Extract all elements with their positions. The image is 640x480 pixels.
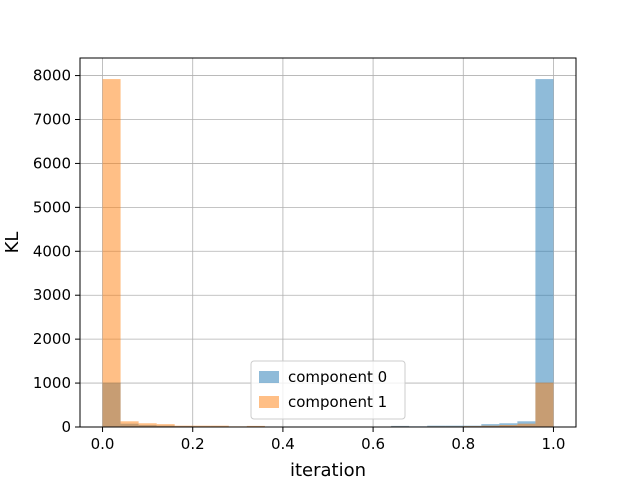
histogram-bars	[102, 79, 554, 427]
histogram-bar-series-1	[481, 425, 500, 427]
x-tick-label: 0.4	[271, 435, 295, 453]
histogram-bar-series-0	[535, 79, 554, 427]
histogram-bar-series-1	[499, 425, 518, 427]
legend-label: component 0	[288, 368, 387, 386]
y-tick-label: 8000	[33, 67, 71, 85]
histogram-bar-series-1	[517, 423, 536, 427]
legend-swatch	[259, 396, 279, 408]
y-tick-label: 0	[61, 418, 71, 436]
histogram-bar-series-1	[102, 79, 121, 427]
histogram-bar-series-1	[535, 382, 554, 427]
histogram-bar-series-1	[156, 424, 175, 427]
legend: component 0 component 1	[250, 360, 406, 420]
y-tick-label: 7000	[33, 111, 71, 129]
histogram-bar-series-1	[120, 421, 139, 427]
x-tick-label: 0.0	[91, 435, 115, 453]
plot-frame	[79, 57, 577, 428]
histogram-bar-series-1	[174, 425, 193, 427]
y-tick-label: 1000	[33, 374, 71, 392]
y-tick-label: 6000	[33, 154, 71, 172]
y-tick-label: 4000	[33, 242, 71, 260]
legend-box	[250, 360, 406, 420]
legend-label: component 1	[288, 393, 387, 411]
y-tick-label: 2000	[33, 330, 71, 348]
y-tick-label: 5000	[33, 198, 71, 216]
y-axis-ticks: 0 1000 2000 3000 4000 5000 6000 7000 8000	[33, 67, 80, 436]
histogram-bar-series-0	[481, 424, 500, 427]
x-tick-label: 0.6	[361, 435, 385, 453]
y-axis-label: KL	[2, 232, 23, 254]
y-tick-label: 3000	[33, 286, 71, 304]
histogram-bar-series-1	[192, 425, 211, 427]
histogram-bar-series-1	[210, 425, 229, 427]
x-axis-ticks: 0.0 0.2 0.4 0.6 0.8 1.0	[91, 427, 566, 453]
x-axis-label: iteration	[290, 460, 366, 480]
x-tick-label: 1.0	[542, 435, 566, 453]
legend-swatch	[259, 371, 279, 383]
x-tick-label: 0.8	[451, 435, 475, 453]
histogram-bar-series-1	[246, 425, 265, 427]
x-tick-label: 0.2	[181, 435, 205, 453]
histogram-bar-series-1	[138, 423, 157, 427]
